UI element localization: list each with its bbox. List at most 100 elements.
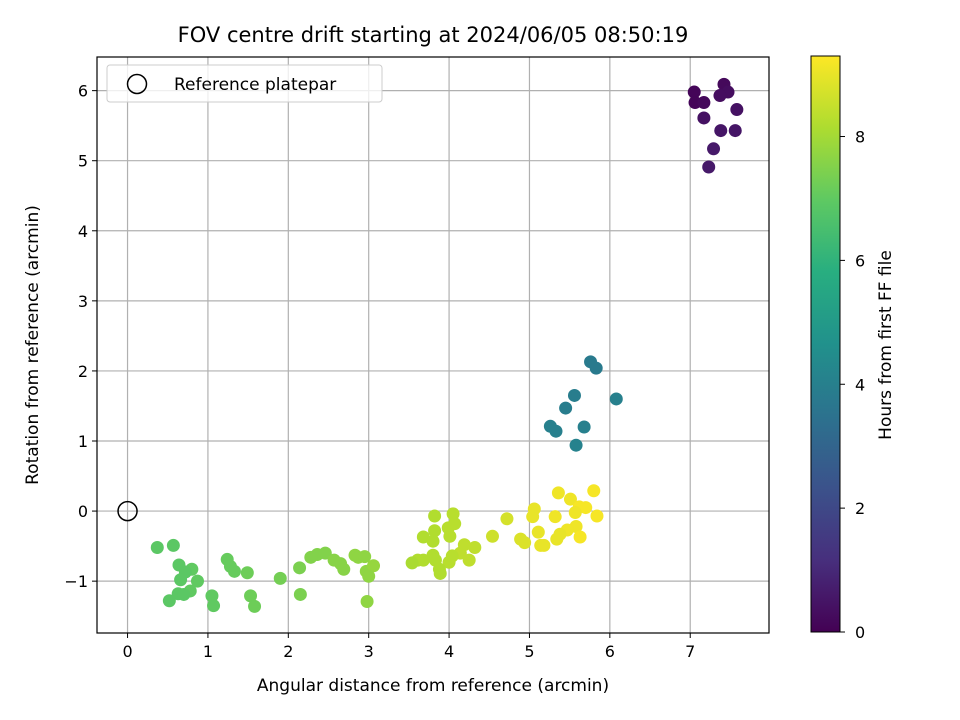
scatter-point	[227, 564, 241, 578]
colorbar-ticks: 0 2 4 6 8	[840, 128, 865, 642]
scatter-point	[549, 424, 563, 438]
legend-entry-label: Reference platepar	[174, 75, 336, 95]
scatter-point	[358, 550, 372, 564]
y-tick-label: 5	[78, 152, 88, 171]
x-tick-label: 3	[364, 642, 374, 661]
scatter-point	[304, 550, 318, 564]
x-tick-label: 4	[444, 642, 454, 661]
scatter-point	[730, 103, 744, 117]
scatter-point	[468, 541, 482, 555]
scatter-point	[462, 553, 476, 567]
x-tick-label: 7	[685, 642, 695, 661]
legend: Reference platepar	[106, 64, 383, 103]
scatter-point	[190, 574, 204, 588]
scatter-point	[337, 562, 351, 576]
scatter-point	[428, 509, 442, 523]
scatter-point	[367, 559, 381, 573]
scatter-point	[205, 589, 219, 603]
scatter-point	[293, 561, 307, 575]
y-tick-label: 2	[78, 362, 88, 381]
x-tick-label: 0	[122, 642, 132, 661]
scatter-point	[485, 529, 499, 543]
scatter-point	[579, 501, 593, 515]
scatter-point	[728, 124, 742, 138]
colorbar-tick-label: 0	[855, 623, 865, 642]
legend-marker-icon	[126, 73, 148, 95]
scatter-point	[697, 96, 711, 110]
scatter-point	[433, 566, 447, 580]
colorbar-label: Hours from first FF file	[876, 250, 896, 440]
scatter-point	[428, 524, 442, 538]
scatter-point	[166, 538, 180, 552]
scatter-point	[568, 505, 582, 519]
y-tick-label: −1	[64, 572, 88, 591]
scatter-point	[702, 160, 716, 174]
scatter-point	[174, 573, 188, 587]
colorbar-gradient	[810, 55, 841, 633]
x-tick-label: 5	[524, 642, 534, 661]
scatter-point	[177, 587, 191, 601]
scatter-point	[318, 546, 332, 560]
data-points	[150, 77, 744, 613]
scatter-point	[150, 541, 164, 555]
scatter-point	[207, 599, 221, 613]
scatter-point	[360, 594, 374, 608]
scatter-point	[518, 536, 532, 550]
colorbar-tick-label: 6	[855, 251, 865, 270]
plot-frame	[96, 56, 770, 634]
scatter-point	[713, 89, 727, 103]
scatter-point	[500, 512, 514, 526]
y-tick-label: 3	[78, 292, 88, 311]
scatter-point	[589, 361, 603, 375]
colorbar-tick-label: 2	[855, 499, 865, 518]
scatter-point	[714, 124, 728, 138]
scatter-point	[590, 509, 604, 523]
x-axis-label: Angular distance from reference (arcmin)	[257, 676, 609, 696]
scatter-point	[240, 566, 254, 580]
scatter-point	[162, 594, 176, 608]
x-tick-label: 2	[283, 642, 293, 661]
colorbar-tick-label: 4	[855, 375, 865, 394]
scatter-point	[443, 529, 457, 543]
scatter-point	[707, 142, 721, 156]
y-tick-label: 6	[78, 82, 88, 101]
scatter-point	[563, 492, 577, 506]
scatter-point	[244, 589, 258, 603]
colorbar: 0 2 4 6 8 Hours from first FF file	[810, 55, 896, 642]
scatter-point	[293, 587, 307, 601]
legend-box	[106, 64, 383, 103]
gridlines	[97, 57, 769, 633]
y-tick-label: 0	[78, 502, 88, 521]
x-axis-ticks: 0 1 2 3 4 5 6 7	[122, 633, 695, 661]
chart-title: FOV centre drift starting at 2024/06/05 …	[178, 23, 689, 47]
x-tick-label: 1	[203, 642, 213, 661]
scatter-point	[559, 401, 573, 415]
scatter-point	[551, 486, 565, 500]
scatter-point	[697, 111, 711, 125]
x-tick-label: 6	[605, 642, 615, 661]
y-tick-label: 4	[78, 222, 88, 241]
scatter-point	[426, 534, 440, 548]
scatter-point	[609, 392, 623, 406]
scatter-point	[248, 599, 262, 613]
y-axis-label: Rotation from reference (arcmin)	[23, 205, 43, 485]
scatter-point	[687, 85, 701, 99]
scatter-point	[550, 532, 564, 546]
scatter-point	[537, 538, 551, 552]
y-axis-ticks: −1 0 1 2 3 4 5 6	[64, 82, 97, 591]
scatter-point	[548, 510, 562, 524]
reference-platepar-marker	[117, 500, 138, 522]
scatter-point	[362, 569, 376, 583]
scatter-point	[567, 388, 581, 402]
colorbar-tick-label: 8	[855, 128, 865, 147]
scatter-point	[405, 556, 419, 570]
scatter-point	[446, 507, 460, 521]
y-tick-label: 1	[78, 432, 88, 451]
scatter-point	[587, 484, 601, 498]
scatter-point	[573, 530, 587, 544]
scatter-point	[442, 555, 456, 569]
scatter-point	[531, 525, 545, 539]
scatter-point	[569, 438, 583, 452]
scatter-point	[273, 571, 287, 585]
